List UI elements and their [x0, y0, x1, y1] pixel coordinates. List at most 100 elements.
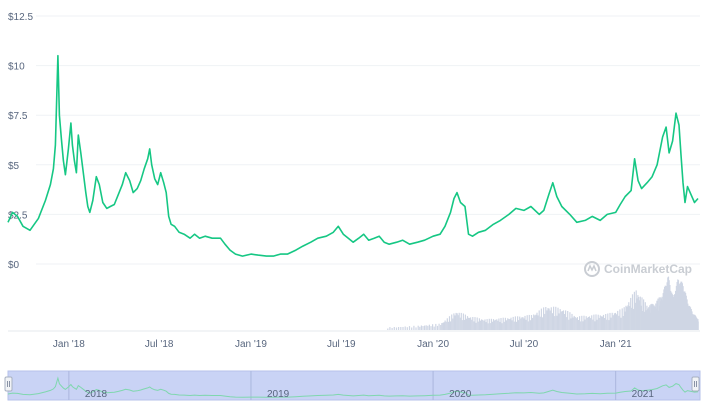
volume-bar — [643, 311, 645, 330]
volume-bar — [627, 305, 629, 330]
volume-bar — [517, 316, 519, 330]
volume-bar — [588, 316, 591, 330]
volume-bar — [481, 319, 483, 330]
volume-bar — [645, 310, 647, 330]
volume-bar — [474, 317, 476, 330]
volume-bar — [402, 327, 404, 330]
volume-bar — [459, 317, 461, 330]
volume-bar — [425, 325, 427, 330]
volume-bar — [544, 313, 546, 330]
volume-bar — [563, 314, 566, 330]
volume-bar — [520, 318, 522, 330]
volume-bar — [537, 315, 539, 330]
volume-bar — [636, 298, 638, 330]
volume-bar — [444, 320, 446, 330]
volume-bar — [488, 318, 490, 330]
volume-bar — [549, 310, 551, 330]
volume-bar — [575, 318, 577, 330]
coinmarketcap-watermark: CoinMarketCap — [584, 261, 692, 277]
volume-bar — [532, 317, 534, 330]
y-tick-label: $5 — [8, 161, 20, 172]
volume-bar — [478, 318, 480, 330]
volume-bar — [466, 316, 469, 330]
volume-bar — [422, 326, 424, 330]
volume-bar — [494, 320, 496, 330]
volume-bar — [576, 317, 578, 330]
volume-bar — [553, 306, 555, 330]
volume-bar — [604, 318, 606, 330]
volume-bar — [533, 314, 535, 330]
volume-bar — [456, 313, 458, 330]
y-tick-label: $7.5 — [8, 111, 28, 122]
volume-bar — [428, 324, 430, 330]
volume-bar — [447, 321, 449, 330]
navigator-year-label: 2020 — [449, 389, 472, 400]
volume-bar — [697, 321, 699, 330]
volume-bar — [473, 321, 475, 330]
volume-bar — [605, 314, 607, 330]
volume-bar — [413, 325, 415, 330]
volume-bar — [586, 317, 588, 330]
volume-bar — [389, 327, 391, 330]
volume-bar — [566, 317, 568, 330]
volume-bar — [639, 296, 641, 330]
volume-bar — [387, 328, 389, 330]
volume-bar — [613, 313, 615, 330]
volume-bar — [623, 307, 625, 330]
volume-bar — [577, 320, 580, 330]
volume-bar — [476, 317, 478, 330]
volume-bar — [581, 315, 583, 330]
volume-bar — [643, 299, 645, 330]
volume-bar — [611, 312, 613, 330]
volume-bar — [630, 297, 632, 330]
volume-bar — [499, 321, 501, 330]
volume-bar — [547, 308, 549, 330]
volume-bar — [508, 318, 510, 330]
volume-bar — [525, 319, 527, 330]
navigator-range[interactable] — [7, 370, 701, 401]
volume-bar — [483, 320, 485, 330]
volume-bar — [591, 315, 593, 330]
volume-bar — [400, 327, 402, 330]
volume-bar — [571, 313, 573, 330]
volume-bar — [393, 327, 395, 330]
volume-bar — [406, 327, 408, 330]
navigator-line — [7, 376, 699, 398]
navigator-right-handle[interactable] — [691, 376, 700, 392]
volume-bar — [432, 324, 434, 330]
volume-bar — [634, 302, 636, 330]
volume-bar — [515, 321, 518, 330]
navigator-year-label: 2021 — [632, 389, 655, 400]
price-line — [7, 54, 699, 257]
range-navigator[interactable]: 2018 2019 2020 2021 — [4, 370, 701, 401]
volume-bar — [443, 322, 445, 330]
volume-bar — [622, 316, 624, 330]
navigator-left-handle[interactable] — [4, 376, 13, 392]
volume-bar — [530, 315, 533, 330]
volume-bar — [411, 327, 413, 330]
volume-bar — [561, 311, 563, 330]
volume-bar — [658, 297, 660, 330]
volume-bar — [557, 307, 559, 330]
volume-bar — [503, 321, 505, 330]
volume-bar — [585, 316, 587, 330]
volume-bar — [626, 306, 628, 330]
volume-bar — [450, 321, 452, 330]
volume-bar — [491, 321, 494, 330]
volume-bar — [454, 315, 456, 330]
volume-bar — [618, 315, 620, 330]
volume-bar — [522, 317, 524, 330]
volume-bar — [535, 314, 537, 330]
volume-bar — [526, 315, 528, 330]
volume-bar — [475, 322, 477, 330]
volume-bar — [441, 323, 443, 330]
volume-bar — [598, 317, 600, 330]
volume-bar — [609, 312, 611, 330]
volume-bar — [470, 317, 472, 330]
volume-bar — [482, 319, 484, 330]
volume-bar — [464, 314, 466, 330]
volume-bar — [541, 317, 544, 330]
volume-bar — [408, 326, 411, 330]
volume-bar — [601, 316, 604, 330]
volume-bar — [631, 307, 633, 330]
